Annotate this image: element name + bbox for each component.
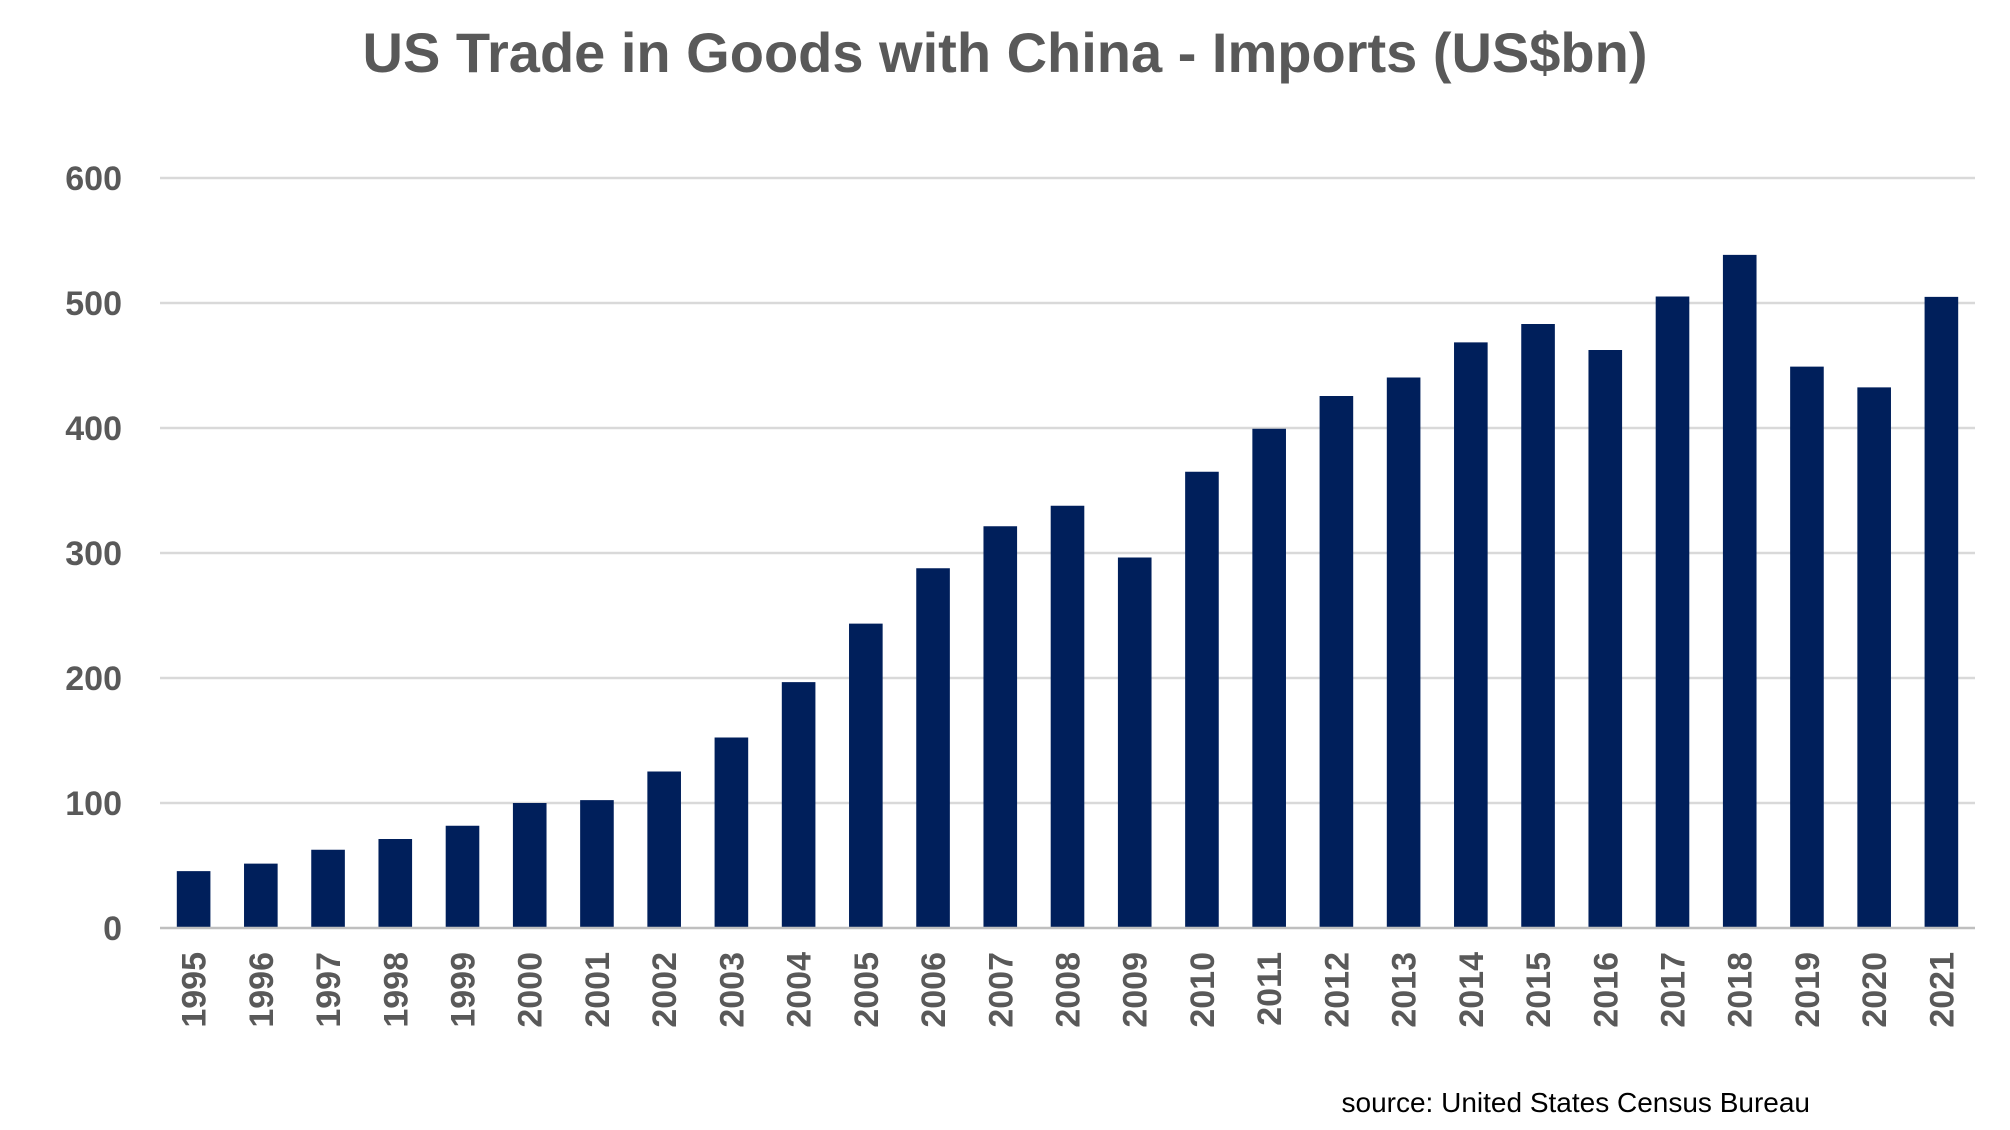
bar-2006 xyxy=(916,568,950,928)
bar-2013 xyxy=(1386,377,1421,928)
x-tick-label-2016: 2016 xyxy=(1587,952,1625,1028)
bar-2007 xyxy=(983,526,1018,928)
bar-2005 xyxy=(849,623,883,928)
x-tick-label-2002: 2002 xyxy=(646,952,684,1028)
x-tick-label-1995: 1995 xyxy=(176,952,214,1028)
bar-2014 xyxy=(1454,342,1488,928)
x-tick-label-2015: 2015 xyxy=(1520,952,1558,1028)
bars xyxy=(176,254,1959,928)
y-tick-label: 500 xyxy=(65,285,122,323)
x-tick-label-2011: 2011 xyxy=(1251,952,1289,1026)
bar-1997 xyxy=(311,849,345,928)
bar-2012 xyxy=(1319,396,1354,928)
bar-2021 xyxy=(1924,296,1959,928)
bar-2000 xyxy=(512,803,547,928)
x-tick-label-2014: 2014 xyxy=(1453,952,1491,1028)
bar-1999 xyxy=(445,825,480,928)
x-tick-label-2018: 2018 xyxy=(1722,952,1760,1028)
bar-2020 xyxy=(1857,387,1891,928)
x-tick-label-2013: 2013 xyxy=(1386,952,1424,1028)
x-tick-label-2010: 2010 xyxy=(1184,952,1222,1028)
y-tick-label: 300 xyxy=(65,535,122,573)
bar-2016 xyxy=(1588,350,1623,928)
x-axis-tick-labels: 1995 1996 1997 1998 1999 2000 2001 2002 2003 2004… xyxy=(176,952,1962,1028)
bar-2008 xyxy=(1050,505,1085,928)
bar-2015 xyxy=(1521,324,1555,928)
x-tick-label-2003: 2003 xyxy=(713,952,751,1028)
x-tick-label-2005: 2005 xyxy=(848,952,886,1028)
y-tick-label: 200 xyxy=(65,660,122,698)
bar-2018 xyxy=(1722,254,1757,928)
x-tick-label-2008: 2008 xyxy=(1050,952,1088,1028)
y-tick-label: 0 xyxy=(103,910,122,948)
bar-1998 xyxy=(378,839,413,928)
x-tick-label-2001: 2001 xyxy=(579,952,617,1028)
x-tick-label-2021: 2021 xyxy=(1923,952,1961,1028)
x-tick-label-1997: 1997 xyxy=(310,952,348,1028)
bar-2001 xyxy=(580,800,614,928)
x-tick-label-2012: 2012 xyxy=(1318,952,1356,1028)
bar-2003 xyxy=(714,737,749,928)
bar-2010 xyxy=(1185,471,1219,928)
y-tick-label: 400 xyxy=(65,410,122,448)
x-tick-label-2017: 2017 xyxy=(1655,952,1693,1028)
y-axis-tick-labels: 0 100 200 300 400 500 600 xyxy=(65,160,122,948)
bar-2019 xyxy=(1790,366,1824,928)
x-tick-label-2019: 2019 xyxy=(1789,952,1827,1028)
bar-1996 xyxy=(244,863,278,928)
x-tick-label-1996: 1996 xyxy=(243,952,281,1028)
source-note: source: United States Census Bureau xyxy=(1342,1087,1810,1118)
y-tick-label: 600 xyxy=(65,160,122,198)
bar-2004 xyxy=(781,682,816,928)
x-tick-label-2007: 2007 xyxy=(982,952,1020,1028)
x-tick-label-2009: 2009 xyxy=(1117,952,1155,1028)
x-tick-label-1998: 1998 xyxy=(377,952,415,1028)
x-tick-label-2004: 2004 xyxy=(781,952,819,1028)
x-tick-label-2006: 2006 xyxy=(915,952,953,1028)
x-tick-label-2020: 2020 xyxy=(1856,952,1894,1028)
y-tick-label: 100 xyxy=(65,785,122,823)
x-tick-label-1999: 1999 xyxy=(445,952,483,1028)
bar-2017 xyxy=(1655,296,1690,928)
chart-title: US Trade in Goods with China - Imports (… xyxy=(363,21,1648,84)
bar-1995 xyxy=(176,871,211,928)
x-tick-label-2000: 2000 xyxy=(512,952,550,1028)
bar-2009 xyxy=(1117,557,1152,928)
bar-2002 xyxy=(647,771,681,928)
bar-2011 xyxy=(1252,428,1286,928)
